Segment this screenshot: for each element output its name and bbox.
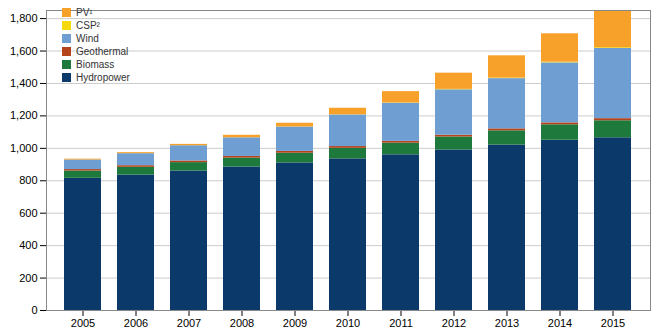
svg-text:2009: 2009 [283, 317, 307, 329]
svg-text:2015: 2015 [601, 317, 625, 329]
svg-text:2006: 2006 [124, 317, 148, 329]
svg-text:800: 800 [19, 174, 37, 186]
svg-text:2008: 2008 [230, 317, 254, 329]
svg-text:1,200: 1,200 [10, 109, 38, 121]
svg-text:2005: 2005 [71, 317, 95, 329]
html-text:Wind: Wind [76, 33, 99, 44]
html-text:Biomass: Biomass [76, 59, 115, 70]
svg-text:1,600: 1,600 [10, 45, 38, 57]
svg-text:200: 200 [19, 272, 37, 284]
svg-text:1,400: 1,400 [10, 77, 38, 89]
svg-text:0: 0 [31, 304, 37, 316]
svg-text:1,000: 1,000 [10, 142, 38, 154]
html-text:Hydropower: Hydropower [76, 72, 130, 83]
svg-text:2007: 2007 [177, 317, 201, 329]
svg-text:1,800: 1,800 [10, 12, 38, 24]
svg-text:2014: 2014 [548, 317, 572, 329]
svg-text:2013: 2013 [495, 317, 519, 329]
svg-text:400: 400 [19, 239, 37, 251]
svg-text:2010: 2010 [336, 317, 360, 329]
html-text:CSP²: CSP² [76, 20, 100, 31]
svg-text:600: 600 [19, 207, 37, 219]
html-text:PV¹: PV¹ [76, 7, 93, 18]
svg-text:2011: 2011 [389, 317, 413, 329]
svg-text:2012: 2012 [442, 317, 466, 329]
html-text:Geothermal: Geothermal [76, 46, 129, 57]
